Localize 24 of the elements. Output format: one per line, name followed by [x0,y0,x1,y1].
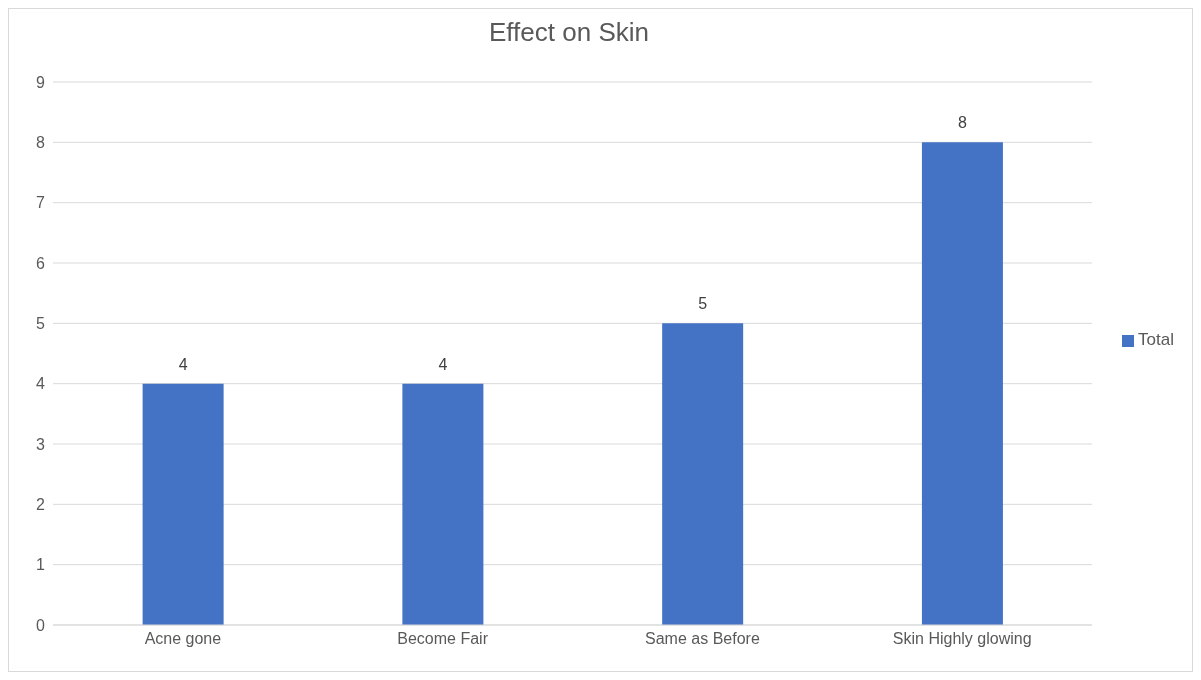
bar [402,383,484,625]
y-tick-label: 7 [36,194,46,212]
data-label: 4 [178,355,188,373]
y-tick-label: 6 [36,254,46,272]
x-tick-label: Become Fair [397,630,489,648]
bar [921,142,1003,625]
y-tick-label: 8 [36,134,46,152]
data-label: 4 [438,355,448,373]
legend-label: Total [1138,330,1174,349]
x-tick-label: Same as Before [645,630,760,648]
x-tick-label: Acne gone [144,630,222,648]
data-label: 8 [957,114,967,132]
y-tick-label: 5 [36,315,46,333]
chart-title: Effect on Skin [488,17,650,48]
bar [662,323,744,625]
y-tick-label: 1 [36,556,46,574]
y-tick-label: 2 [36,496,46,514]
x-tick-label: Skin Highly glowing [892,630,1032,648]
y-tick-label: 4 [36,375,46,393]
data-label: 5 [698,295,708,313]
y-tick-label: 9 [36,73,46,91]
y-tick-label: 3 [36,435,46,453]
y-tick-label: 0 [36,616,46,634]
bar [142,383,224,625]
